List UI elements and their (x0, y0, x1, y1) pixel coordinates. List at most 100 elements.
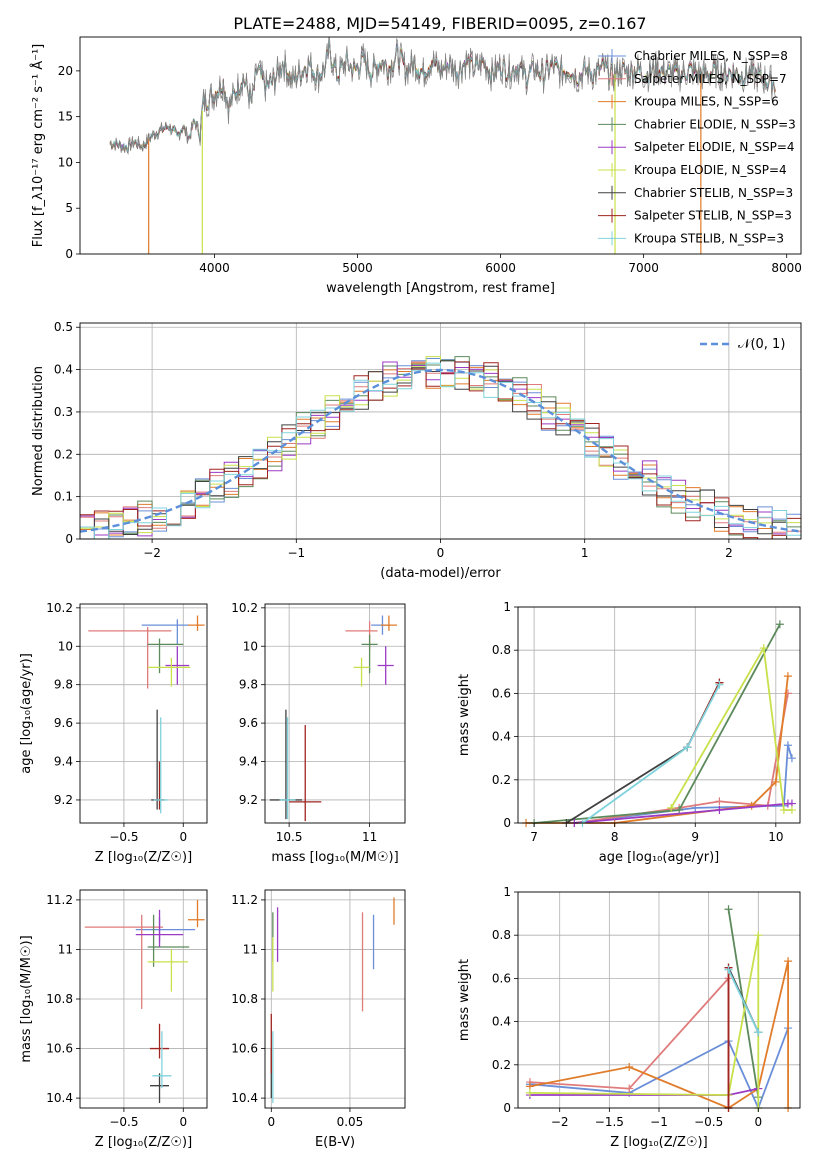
mass-weight-marker (715, 806, 724, 815)
mass-weight-marker (625, 1062, 634, 1071)
mass_vs_ebv-xtick-label: 0.05 (337, 1115, 364, 1129)
age_vs_Z-marks (88, 615, 205, 814)
residuals-ytick-label: 0.1 (54, 490, 73, 504)
residuals-ytick-label: 0.3 (54, 405, 73, 419)
age_vs_Z-frame (79, 603, 208, 824)
mass-weight-marker (759, 644, 768, 653)
errorbar-point (147, 657, 191, 687)
age_vs_Z-ytick-label: 9.2 (54, 793, 73, 807)
mass_vs_Z-xtick-label: −0.5 (109, 1115, 138, 1129)
weight_vs_age-ytick-label: 0.2 (492, 773, 511, 787)
weight_vs_age-xlabel: age [log₁₀(age/yr)] (599, 850, 720, 865)
mass_vs_Z-marks (84, 899, 205, 1104)
age_vs_mass-ytick-label: 9.2 (239, 793, 258, 807)
mass_vs_Z-xtick-label: 0 (179, 1115, 187, 1129)
spectrum-xtick-label: 7000 (628, 261, 659, 275)
spectrum-ytick-label: 20 (58, 64, 73, 78)
mass-weight-line (670, 645, 792, 811)
mass-weight-marker (787, 754, 796, 763)
errorbar-point (279, 717, 296, 820)
errorbar-point (153, 717, 168, 814)
mass-weight-marker (779, 806, 788, 815)
weight_vs_age-xtick-label: 10 (768, 830, 783, 844)
weight_vs_age-xtick-label: 8 (611, 830, 619, 844)
mass-weight-marker (525, 1088, 534, 1097)
spectrum-xlabel: wavelength [Angstrom, rest frame] (326, 281, 555, 296)
residuals-ylabel: Normed distribution (31, 366, 46, 496)
residuals-xtick-label: −1 (287, 546, 305, 560)
errorbar-point (150, 1073, 170, 1104)
mass_vs_Z-axes: −0.5 0 10.4 10.6 10.8 11 11.2 Z [log₁₀(Z/Z☉)] ma… (19, 889, 208, 1150)
mass_vs_ebv-ytick-label: 10.6 (231, 1042, 258, 1056)
legend-label: Chabrier ELODIE, N_SSP=3 (634, 117, 796, 131)
mass_vs_ebv-axes: 0 0.05 10.4 10.6 10.8 11 11.2 E(B-V) (231, 889, 406, 1150)
age_vs_Z-xlabel: Z [log₁₀(Z/Z☉)] (95, 850, 192, 865)
weight_vs_age-xtick-label: 9 (691, 830, 699, 844)
mass-weight-marker (754, 1028, 763, 1037)
spectrum-xtick-label: 6000 (485, 261, 516, 275)
weight_vs_Z-marks (525, 905, 793, 1112)
weight_vs_age-ylabel: mass weight (457, 674, 472, 756)
spectrum-xtick-label: 5000 (342, 261, 373, 275)
weight_vs_Z-axes: −2 −1.5 −1 −0.5 0 0 0.2 0.4 0.6 0.8 1 Z [log₁₀(Z/Z☉… (457, 885, 801, 1150)
weight_vs_Z-xtick-label: −1 (650, 1115, 668, 1129)
weight_vs_Z-ytick-label: 0 (503, 1101, 511, 1115)
weight_vs_age-xtick-label: 7 (530, 830, 538, 844)
mass_vs_ebv-frame (264, 889, 406, 1109)
mass_vs_Z-ytick-label: 10.8 (46, 992, 73, 1006)
residual-histogram-series (80, 362, 801, 539)
weight_vs_Z-frame (517, 891, 801, 1109)
mass_vs_ebv-ytick-label: 10.4 (231, 1091, 258, 1105)
errorbar-point (147, 914, 190, 967)
mass-weight-line (529, 960, 789, 1110)
residuals-xtick-label: 1 (581, 546, 589, 560)
residuals-ytick-label: 0.2 (54, 447, 73, 461)
errorbar-point (84, 914, 164, 1009)
age_vs_mass-frame (264, 603, 406, 824)
legend-label: Salpeter ELODIE, N_SSP=4 (634, 140, 795, 154)
residuals-axes: −2 −1 0 1 2 0 0.1 0.2 0.3 0.4 0.5 (data-model)/erro… (31, 320, 802, 581)
legend-label: Salpeter STELIB, N_SSP=3 (634, 209, 792, 223)
age_vs_Z-ytick-label: 10.2 (46, 601, 73, 615)
age_vs_Z-axes: −0.5 0 9.2 9.4 9.6 9.8 10 10.2 Z [log₁₀(Z/Z☉)] ag… (19, 601, 208, 865)
legend-label: 𝒩(0, 1) (738, 337, 785, 352)
weight_vs_age-marks (522, 620, 796, 827)
age_vs_mass-ytick-label: 10.2 (231, 601, 258, 615)
spectrum-xtick-label: 4000 (199, 261, 230, 275)
mass-weight-line (529, 935, 760, 1108)
mass-weight-marker (724, 965, 733, 974)
mass-weight-marker (783, 741, 792, 750)
age_vs_Z-xtick-label: 0 (179, 830, 187, 844)
weight_vs_Z-ytick-label: 0.4 (492, 1015, 511, 1029)
weight_vs_Z-ytick-label: 0.6 (492, 971, 511, 985)
age_vs_Z-ytick-label: 9.8 (54, 678, 73, 692)
spectrum-ytick-label: 15 (58, 110, 73, 124)
weight_vs_Z-xtick-label: −0.5 (694, 1115, 723, 1129)
weight_vs_Z-ytick-label: 1 (503, 885, 511, 899)
errorbar-point (188, 615, 205, 631)
mass-weight-marker (771, 777, 780, 786)
mass-weight-marker (787, 806, 796, 815)
mass_vs_Z-ytick-label: 10.4 (46, 1091, 73, 1105)
mass-weight-marker (783, 672, 792, 681)
age_vs_Z-xtick-label: −0.5 (109, 830, 138, 844)
residuals-xtick-label: 0 (437, 546, 445, 560)
mass_vs_ebv-xtick-label: 0 (267, 1115, 275, 1129)
legend-label: Chabrier MILES, N_SSP=8 (634, 49, 788, 63)
errorbar-point (188, 899, 205, 928)
age_vs_mass-marks (269, 615, 397, 822)
errorbar-point (88, 627, 172, 689)
errorbar-point (147, 949, 189, 992)
weight_vs_Z-xtick-label: −2 (551, 1115, 569, 1129)
legend-label: Kroupa ELODIE, N_SSP=4 (634, 163, 787, 177)
spectrum-ytick-label: 0 (65, 247, 73, 261)
age_vs_mass-xtick-label: 11 (362, 830, 377, 844)
mass_vs_Z-xlabel: Z [log₁₀(Z/Z☉)] (95, 1135, 192, 1150)
mass-weight-marker (667, 803, 676, 812)
residuals-marks (80, 356, 801, 539)
weight_vs_age-ytick-label: 1 (503, 600, 511, 614)
weight_vs_age-ytick-label: 0.4 (492, 730, 511, 744)
errorbar-point (380, 615, 397, 631)
normal-reference-line (80, 368, 801, 533)
